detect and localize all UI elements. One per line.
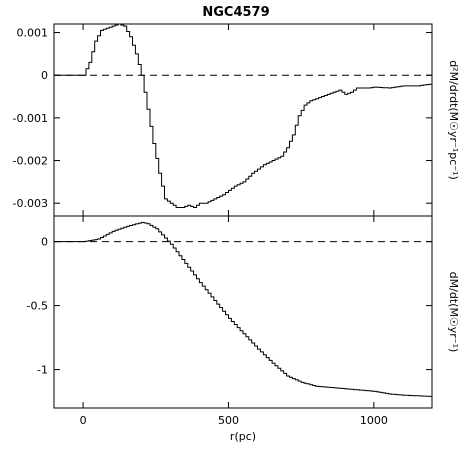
top-panel-ticks: 0.001 0 -0.001 -0.002 -0.003 [13, 24, 432, 216]
x-tick-labels: 0 500 1000 [80, 414, 388, 427]
top-y-tick-label: 0.001 [17, 27, 49, 40]
bottom-y-tick-label: -0.5 [27, 300, 48, 313]
top-panel-series [54, 23, 433, 208]
top-y-tick-label: 0 [41, 69, 48, 82]
bottom-y-axis-label: dM/dt(M☉yr⁻¹) [447, 272, 460, 353]
top-y-axis-label: d²M/drdt(M☉yr⁻¹pc⁻¹) [447, 60, 460, 180]
top-y-tick-label: -0.002 [13, 155, 48, 168]
top-panel-frame [53, 23, 433, 217]
chart-title: NGC4579 [202, 5, 269, 20]
bottom-series-line-0 [54, 221, 433, 397]
x-axis-label: r(pc) [230, 430, 256, 443]
top-y-tick-label: -0.001 [13, 112, 48, 125]
x-tick-label: 1000 [360, 414, 388, 427]
top-series-line-0 [54, 23, 433, 208]
bottom-y-tick-label: 0 [41, 236, 48, 249]
bottom-panel-series [54, 221, 433, 397]
bottom-panel-ticks: 0 -0.5 -1 [27, 216, 432, 408]
x-tick-label: 0 [80, 414, 87, 427]
top-y-tick-label: -0.003 [13, 197, 48, 210]
bottom-y-tick-label: -1 [37, 364, 48, 377]
bottom-panel-frame [53, 215, 433, 409]
x-tick-label: 500 [218, 414, 239, 427]
